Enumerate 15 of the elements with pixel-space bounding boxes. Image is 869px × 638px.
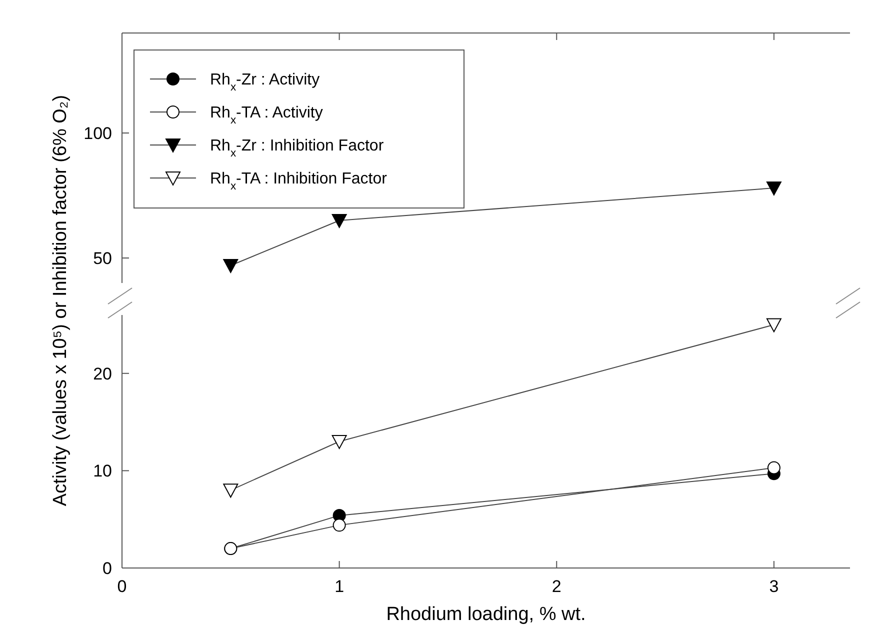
x-axis-title: Rhodium loading, % wt. — [386, 604, 586, 625]
y-tick-label: 50 — [93, 248, 112, 268]
legend-label: Rh$_{x}$-Zr : Inhibition Factor — [210, 138, 384, 160]
legend-label: Rh$_{x}$-Zr : Activity — [210, 72, 320, 94]
legend-label: Rh$_{x}$-TA : Inhibition Factor — [210, 170, 388, 193]
x-tick-label: 1 — [334, 577, 344, 596]
y-axis-title: Activity (values x 10⁵) or Inhibition factor (6% O₂) — [50, 94, 71, 506]
y-tick-label: 10 — [93, 462, 112, 481]
x-tick-label: 2 — [552, 577, 562, 596]
y-tick-label: 100 — [84, 124, 112, 143]
y-tick-label: 20 — [93, 364, 112, 384]
legend-label: Rh$_{x}$-TA : Activity — [210, 104, 323, 127]
y-tick-label: 0 — [102, 558, 112, 578]
x-tick-label: 0 — [117, 577, 127, 596]
x-tick-label: 3 — [769, 577, 779, 596]
